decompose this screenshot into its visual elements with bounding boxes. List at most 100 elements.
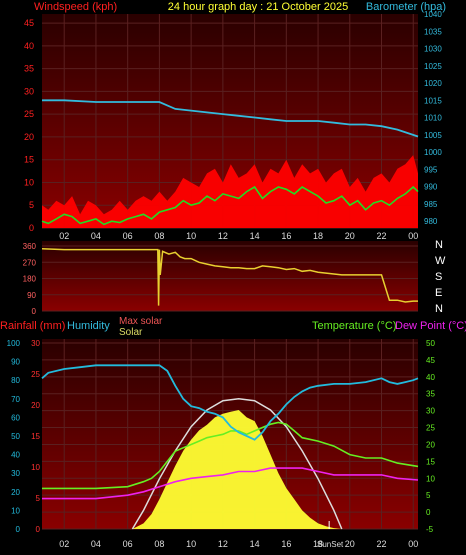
- dewpoint-line: [42, 467, 419, 500]
- direction-line: [41, 247, 418, 306]
- baro-ytick: 1025: [424, 62, 442, 71]
- temp-ytick: 25: [426, 424, 435, 433]
- temp-ytick: 45: [426, 356, 435, 365]
- dir-ytick: 90: [27, 291, 36, 300]
- wind-ytick: 0: [29, 223, 34, 233]
- rain-ytick: 5: [36, 494, 41, 503]
- rain-ytick: 20: [31, 401, 40, 410]
- wind-ytick: 15: [24, 155, 34, 165]
- rain-ytick: 15: [31, 432, 40, 441]
- direction-chart: 0 90 180 270 360: [23, 242, 418, 316]
- temperature-line: [42, 421, 419, 490]
- temp-xtick: 00: [408, 539, 418, 549]
- temp-ytick: 30: [426, 407, 435, 416]
- temp-xtick: 02: [59, 539, 69, 549]
- temp-ytick: 50: [426, 339, 435, 348]
- maxsolar-label: Max solar: [119, 316, 163, 327]
- temp-xtick: 14: [250, 539, 260, 549]
- wind-ytick: 45: [24, 18, 34, 28]
- temp-xtick: 22: [377, 539, 387, 549]
- humidity-ytick: 90: [11, 358, 20, 367]
- temp-ytick: 15: [426, 457, 435, 466]
- wind-ytick: 35: [24, 64, 34, 74]
- baro-ytick: 1035: [424, 27, 442, 36]
- dir-ytick: 0: [32, 307, 37, 316]
- temp-ytick: 10: [426, 474, 435, 483]
- compass-letter: S: [435, 271, 442, 283]
- temp-ytick: 35: [426, 390, 435, 399]
- wind-ytick: 20: [24, 132, 34, 142]
- compass-letter: N: [435, 303, 443, 315]
- wind-ytick: 40: [24, 41, 34, 51]
- wind-ytick: 10: [24, 177, 34, 187]
- humidity-ytick: 60: [11, 413, 20, 422]
- wind-xtick: 00: [408, 231, 418, 241]
- rain-ytick: 25: [31, 370, 40, 379]
- wind-xtick: 16: [281, 231, 291, 241]
- wind-xtick: 20: [345, 231, 355, 241]
- maxsolar-line: [131, 398, 343, 530]
- humidity-ytick: 20: [11, 488, 20, 497]
- temp-xtick: 06: [123, 539, 133, 549]
- humidity-ytick: 100: [7, 339, 21, 348]
- wind-xtick: 18: [313, 231, 323, 241]
- baro-ytick: 980: [424, 217, 438, 226]
- temp-xtick: 12: [218, 539, 228, 549]
- humidity-ytick: 10: [11, 506, 20, 515]
- solar-area: [132, 410, 342, 529]
- wind-ytick: 25: [24, 109, 34, 119]
- humidity-axis-label: Humidity: [67, 320, 110, 332]
- humidity-ytick: 40: [11, 451, 20, 460]
- graph-title: 24 hour graph day : 21 October 2025: [168, 1, 348, 13]
- baro-ytick: 1015: [424, 96, 442, 105]
- humidity-ytick: 70: [11, 395, 20, 404]
- temp-xtick: 18: [313, 539, 323, 549]
- dir-ytick: 270: [23, 258, 37, 267]
- wind-ytick: 30: [24, 86, 34, 96]
- solar-label: Solar: [119, 327, 143, 338]
- baro-ytick: 1040: [424, 10, 442, 19]
- wind-chart: 0510152025303540459809859909951000100510…: [24, 10, 442, 241]
- baro-ytick: 995: [424, 165, 438, 174]
- baro-ytick: 1000: [424, 148, 442, 157]
- temperature-axis-label: Temperature (°C): [312, 320, 396, 332]
- wind-xtick: 12: [218, 231, 228, 241]
- humidity-ytick: 30: [11, 469, 20, 478]
- dir-ytick: 180: [23, 275, 37, 284]
- rain-ytick: 30: [31, 339, 40, 348]
- wind-xtick: 22: [377, 231, 387, 241]
- baro-ytick: 1005: [424, 131, 442, 140]
- baro-ytick: 1010: [424, 114, 442, 123]
- humidity-ytick: 50: [11, 432, 20, 441]
- temp-ytick: 5: [426, 491, 431, 500]
- wind-ytick: 5: [29, 200, 34, 210]
- humidity-ytick: 0: [16, 525, 21, 534]
- barometer-axis-label: Barometer (hpa): [366, 1, 446, 13]
- compass-letter: N: [435, 239, 443, 251]
- rain-ytick: 10: [31, 463, 40, 472]
- windspeed-axis-label: Windspeed (kph): [34, 1, 117, 13]
- direction-panel: [42, 241, 418, 311]
- barometer-line: [42, 99, 419, 138]
- temp-xtick: 20: [345, 539, 355, 549]
- temp-xtick: 10: [186, 539, 196, 549]
- rain-ytick: 0: [36, 525, 41, 534]
- wind-xtick: 10: [186, 231, 196, 241]
- dir-ytick: 360: [23, 242, 37, 251]
- sunset-label: SunSet: [317, 540, 344, 549]
- temp-ytick: 40: [426, 373, 435, 382]
- temp-xtick: 08: [154, 539, 164, 549]
- compass-letter: E: [435, 287, 442, 299]
- baro-ytick: 1020: [424, 79, 442, 88]
- temp-ytick: 0: [426, 508, 431, 517]
- average-wind-line: [41, 185, 419, 226]
- wind-xtick: 06: [123, 231, 133, 241]
- dewpoint-axis-label: Dew Point (°C): [395, 320, 466, 332]
- baro-ytick: 985: [424, 200, 438, 209]
- baro-ytick: 990: [424, 183, 438, 192]
- wind-xtick: 14: [250, 231, 260, 241]
- temp-ytick: 20: [426, 440, 435, 449]
- humidity-line: [41, 364, 419, 441]
